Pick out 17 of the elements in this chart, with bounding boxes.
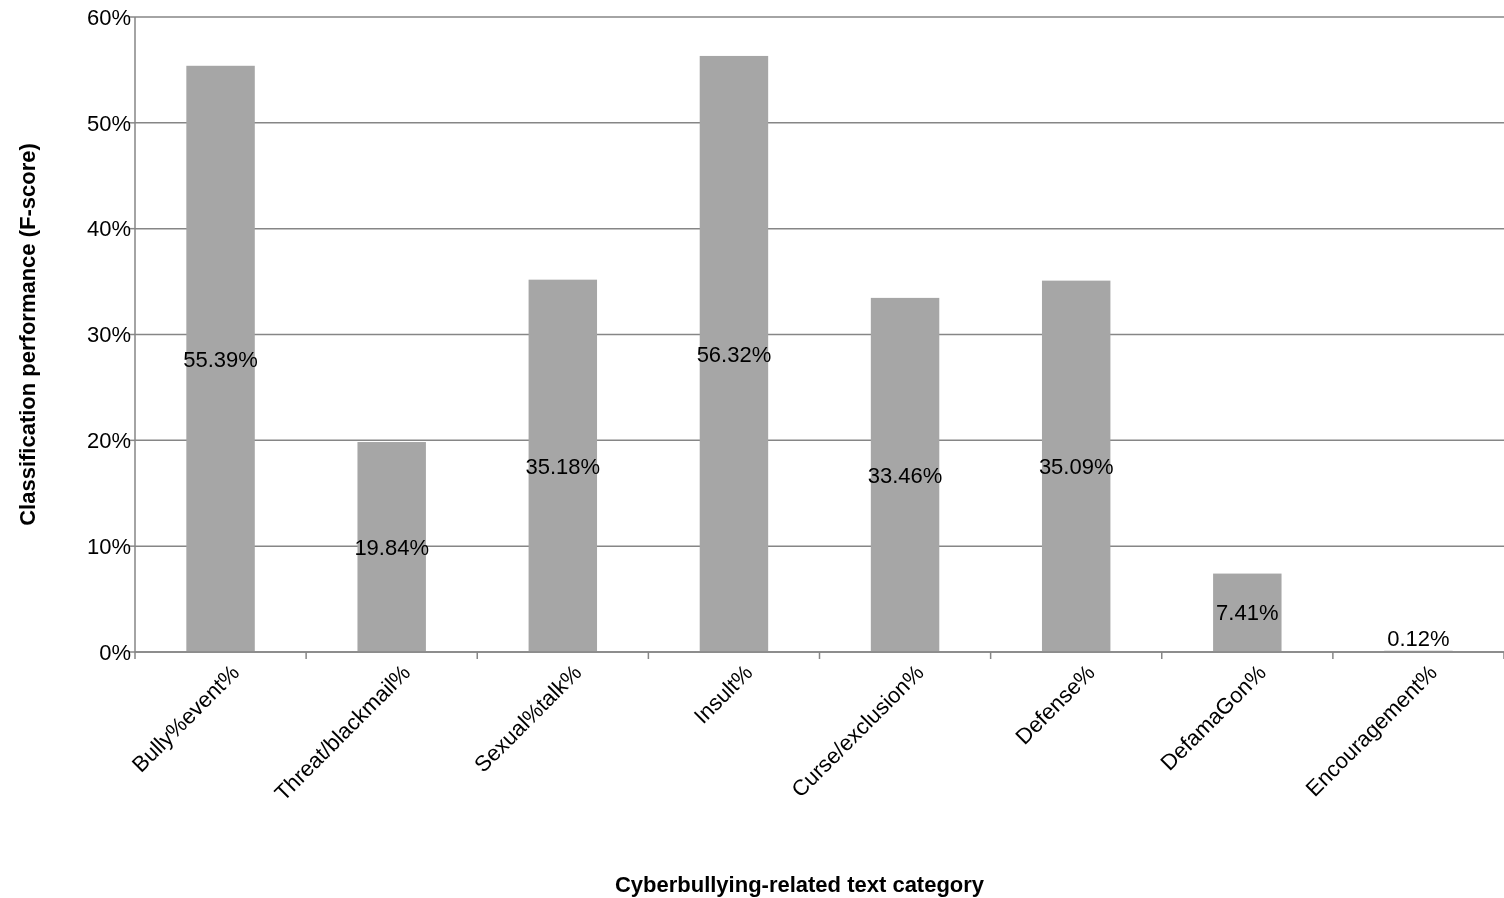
y-axis-title: Classification performance (F-score) <box>15 143 40 526</box>
y-tick-label: 10% <box>86 533 131 559</box>
data-label: 33.46% <box>867 462 943 488</box>
data-label: 56.32% <box>696 341 772 367</box>
y-tick-label: 40% <box>86 216 131 242</box>
data-label: 0.12% <box>1387 625 1450 651</box>
x-axis-title: Cyberbullying-related text category <box>614 872 985 897</box>
data-label: 19.84% <box>354 534 429 560</box>
y-tick-label: 60% <box>86 4 131 30</box>
y-tick-label: 0% <box>99 639 131 665</box>
data-label: 35.09% <box>1038 454 1114 480</box>
y-tick-label: 30% <box>86 322 131 348</box>
y-tick-label: 20% <box>86 428 131 454</box>
data-label: 7.41% <box>1216 600 1279 626</box>
y-tick-label: 50% <box>86 110 131 136</box>
data-label: 35.18% <box>525 453 601 479</box>
data-label: 55.39% <box>183 346 258 372</box>
